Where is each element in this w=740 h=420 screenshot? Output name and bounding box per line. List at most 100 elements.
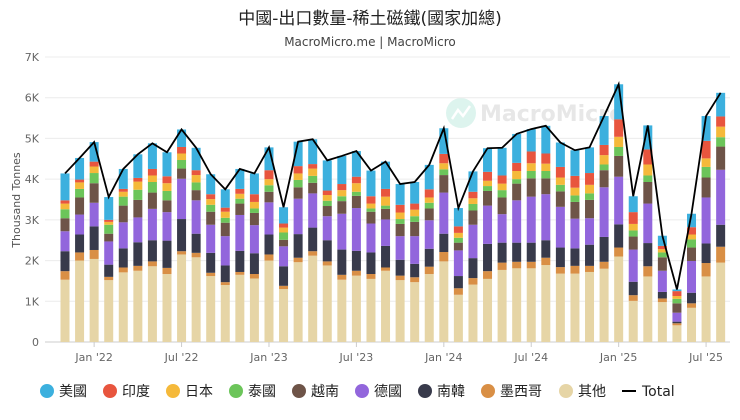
bar-segment[interactable] <box>657 291 667 299</box>
bar-segment[interactable] <box>381 245 391 268</box>
bar-segment[interactable] <box>526 129 536 152</box>
bar-segment[interactable] <box>614 146 624 156</box>
bar-segment[interactable] <box>366 211 376 224</box>
bar-segment[interactable] <box>570 175 580 188</box>
bar-segment[interactable] <box>89 226 99 250</box>
bar-segment[interactable] <box>206 272 216 277</box>
bar-segment[interactable] <box>468 258 478 279</box>
bar-segment[interactable] <box>439 233 449 253</box>
bar-segment[interactable] <box>453 242 463 251</box>
legend-item-德國[interactable]: 德國 <box>355 384 402 400</box>
bar-segment[interactable] <box>308 193 318 228</box>
bar-segment[interactable] <box>614 224 624 248</box>
bar-segment[interactable] <box>249 212 259 226</box>
bar-segment[interactable] <box>206 194 216 200</box>
bar-segment[interactable] <box>555 206 565 248</box>
bar-segment[interactable] <box>453 237 463 243</box>
bar-segment[interactable] <box>570 195 580 202</box>
bar-segment[interactable] <box>716 146 726 170</box>
bar-segment[interactable] <box>191 182 201 191</box>
bar-segment[interactable] <box>220 265 230 283</box>
bar-segment[interactable] <box>483 278 493 342</box>
bar-segment[interactable] <box>177 160 187 169</box>
bar-segment[interactable] <box>410 263 420 278</box>
bar-segment[interactable] <box>555 191 565 207</box>
bar-segment[interactable] <box>235 168 245 189</box>
bar-segment[interactable] <box>381 270 391 342</box>
bar-segment[interactable] <box>206 204 216 212</box>
bar-segment[interactable] <box>701 158 711 167</box>
bar-segment[interactable] <box>133 217 143 243</box>
bar-segment[interactable] <box>249 208 259 213</box>
bar-segment[interactable] <box>220 211 230 218</box>
bar-segment[interactable] <box>60 218 70 232</box>
bar-segment[interactable] <box>395 223 405 237</box>
bar-segment[interactable] <box>585 147 595 174</box>
bar-segment[interactable] <box>220 282 230 285</box>
bar-segment[interactable] <box>293 257 303 263</box>
bar-segment[interactable] <box>60 209 70 219</box>
bar-segment[interactable] <box>599 164 609 171</box>
bar-segment[interactable] <box>643 203 653 244</box>
bar-segment[interactable] <box>75 252 85 261</box>
bar-segment[interactable] <box>468 203 478 211</box>
bar-segment[interactable] <box>249 173 259 195</box>
bar-segment[interactable] <box>687 247 697 261</box>
bar-segment[interactable] <box>643 164 653 176</box>
bar-segment[interactable] <box>337 279 347 342</box>
bar-segment[interactable] <box>628 295 638 301</box>
bar-segment[interactable] <box>322 195 332 201</box>
bar-segment[interactable] <box>410 203 420 210</box>
bar-segment[interactable] <box>439 153 449 164</box>
bar-segment[interactable] <box>687 213 697 228</box>
bar-segment[interactable] <box>716 126 726 138</box>
bar-segment[interactable] <box>162 267 172 275</box>
bar-segment[interactable] <box>60 173 70 201</box>
bar-segment[interactable] <box>75 197 85 215</box>
bar-segment[interactable] <box>147 143 157 169</box>
bar-segment[interactable] <box>497 197 507 215</box>
bar-segment[interactable] <box>672 289 682 292</box>
bar-segment[interactable] <box>147 240 157 262</box>
bar-segment[interactable] <box>424 208 434 221</box>
bar-segment[interactable] <box>177 219 187 252</box>
bar-segment[interactable] <box>351 151 361 177</box>
bar-segment[interactable] <box>293 141 303 167</box>
bar-segment[interactable] <box>381 188 391 197</box>
bar-segment[interactable] <box>351 208 361 251</box>
bar-segment[interactable] <box>628 249 638 282</box>
bar-segment[interactable] <box>177 129 187 147</box>
bar-segment[interactable] <box>308 175 318 183</box>
bar-segment[interactable] <box>439 163 449 170</box>
bar-segment[interactable] <box>687 239 697 248</box>
bar-segment[interactable] <box>643 276 653 342</box>
bar-segment[interactable] <box>570 248 580 266</box>
bar-segment[interactable] <box>293 179 303 188</box>
bar-segment[interactable] <box>570 201 580 219</box>
bar-segment[interactable] <box>89 183 99 203</box>
bar-segment[interactable] <box>614 119 624 137</box>
bar-segment[interactable] <box>322 190 332 196</box>
bar-segment[interactable] <box>104 280 114 342</box>
bar-segment[interactable] <box>716 116 726 127</box>
bar-segment[interactable] <box>468 278 478 285</box>
bar-segment[interactable] <box>293 234 303 258</box>
bar-segment[interactable] <box>439 192 449 234</box>
bar-segment[interactable] <box>235 193 245 199</box>
bar-segment[interactable] <box>512 162 522 171</box>
bar-segment[interactable] <box>147 192 157 209</box>
bar-segment[interactable] <box>381 205 391 209</box>
bar-segment[interactable] <box>162 152 172 177</box>
bar-segment[interactable] <box>118 248 128 268</box>
bar-segment[interactable] <box>351 191 361 196</box>
bar-segment[interactable] <box>716 262 726 342</box>
bar-segment[interactable] <box>220 285 230 342</box>
bar-segment[interactable] <box>279 207 289 224</box>
bar-segment[interactable] <box>555 273 565 342</box>
bar-segment[interactable] <box>526 268 536 342</box>
bar-segment[interactable] <box>60 279 70 342</box>
bar-segment[interactable] <box>308 182 318 194</box>
bar-segment[interactable] <box>497 183 507 191</box>
legend-item-印度[interactable]: 印度 <box>103 384 150 400</box>
bar-segment[interactable] <box>526 151 536 164</box>
